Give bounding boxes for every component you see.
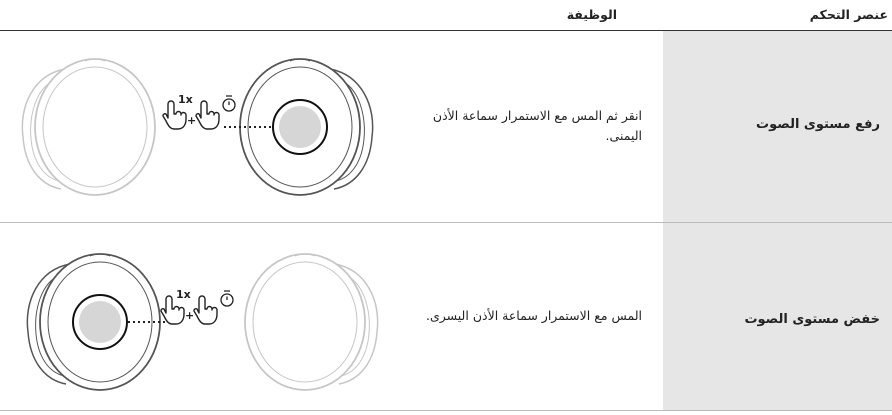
header-control: عنصر التحكم xyxy=(809,7,888,22)
function-text: المس مع الاستمرار سماعة الأذن اليسرى. xyxy=(425,308,642,323)
control-label: خفض مستوى الصوت xyxy=(744,312,880,327)
plus: + xyxy=(187,114,196,127)
row-rule xyxy=(0,410,892,411)
row-shade xyxy=(663,31,892,222)
function-text: انقر ثم المس مع الاستمرار سماعة الأذن ال… xyxy=(432,108,642,143)
touch-area xyxy=(72,294,128,350)
tap-count: 1x xyxy=(176,288,191,301)
plus: + xyxy=(185,309,194,322)
header-function: الوظيفة xyxy=(566,7,617,22)
row-rule xyxy=(0,222,892,223)
header-rule xyxy=(0,30,892,31)
illustrations: 1x + 1x + xyxy=(21,58,379,391)
earbud-right xyxy=(244,253,379,391)
touch-area xyxy=(272,99,328,155)
row-shade xyxy=(663,223,892,410)
earbud-left xyxy=(21,58,156,196)
touch-area-fill xyxy=(279,106,321,148)
timer-icon xyxy=(220,290,234,307)
timer-icon xyxy=(222,95,236,112)
hold-icon xyxy=(193,295,218,325)
tap-count: 1x xyxy=(178,93,193,106)
touch-area-fill xyxy=(79,301,121,343)
hold-icon xyxy=(195,100,220,130)
control-label: رفع مستوى الصوت xyxy=(756,117,880,132)
